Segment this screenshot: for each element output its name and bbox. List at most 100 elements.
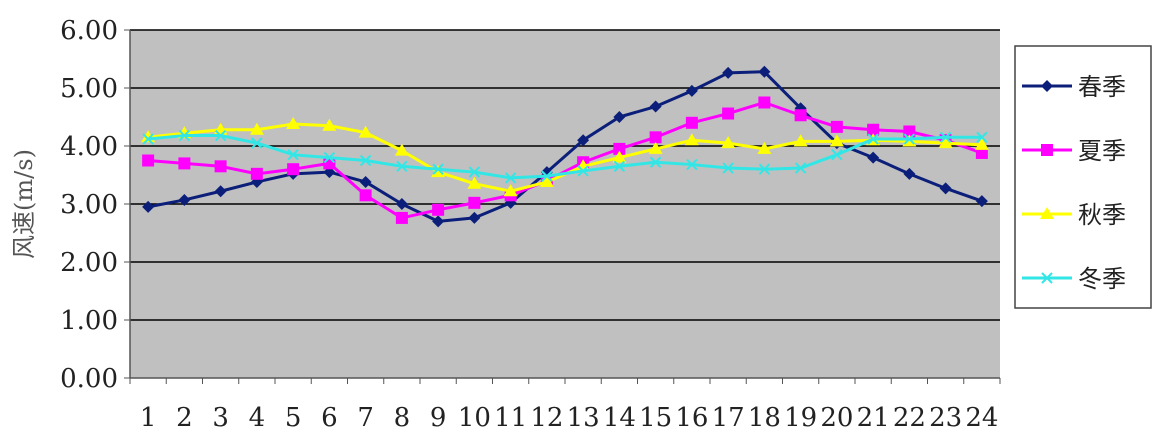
x-tick-label: 23 xyxy=(929,403,962,433)
data-point xyxy=(214,129,227,142)
marker-stroke xyxy=(903,133,916,145)
data-point xyxy=(867,133,879,145)
marker-stroke xyxy=(432,163,444,175)
marker-stroke xyxy=(541,170,553,182)
x-tick-label: 10 xyxy=(458,403,491,433)
data-point xyxy=(178,157,191,170)
legend-entry: 夏季 xyxy=(1022,137,1126,165)
data-point xyxy=(142,200,155,213)
data-point xyxy=(358,125,373,138)
x-tick-label: 18 xyxy=(748,403,781,433)
data-point xyxy=(504,172,517,184)
data-point xyxy=(468,196,481,209)
data-point xyxy=(649,100,662,113)
legend-label: 秋季 xyxy=(1078,201,1126,229)
legend-label: 冬季 xyxy=(1078,265,1126,293)
marker-stroke xyxy=(939,131,952,144)
data-point xyxy=(503,184,518,197)
data-point xyxy=(541,170,553,182)
marker-stroke xyxy=(649,156,662,168)
marker-stroke xyxy=(323,151,336,164)
data-point xyxy=(722,66,735,79)
legend-label: 春季 xyxy=(1078,73,1126,101)
marker-stroke xyxy=(359,154,372,167)
legend-box xyxy=(1014,45,1152,309)
legend-entry: 秋季 xyxy=(1022,201,1126,229)
x-tick-label: 7 xyxy=(357,403,374,433)
data-point xyxy=(829,134,844,147)
y-tick-label: 6.00 xyxy=(60,16,118,46)
data-point xyxy=(649,131,662,144)
data-point xyxy=(577,134,590,147)
x-tick-label: 17 xyxy=(712,403,745,433)
gridlines xyxy=(124,29,1001,384)
marker-stroke xyxy=(794,162,807,174)
series-lines xyxy=(141,65,989,228)
data-point xyxy=(722,107,735,120)
data-point xyxy=(758,96,771,109)
data-point xyxy=(939,182,952,195)
data-point xyxy=(178,129,191,142)
series-line xyxy=(148,101,983,220)
x-tick-label: 6 xyxy=(321,403,338,433)
marker-stroke xyxy=(142,133,154,145)
data-point xyxy=(831,148,843,161)
marker-stroke xyxy=(613,160,626,173)
data-point xyxy=(468,211,481,224)
data-point xyxy=(685,84,698,97)
marker-stroke xyxy=(178,129,191,142)
data-point xyxy=(794,109,807,122)
data-point xyxy=(976,131,988,144)
data-point xyxy=(214,185,227,198)
marker-stroke xyxy=(831,148,843,161)
data-point xyxy=(938,136,953,149)
data-point xyxy=(975,146,988,159)
x-tick-label: 11 xyxy=(494,403,527,433)
data-point xyxy=(903,167,916,180)
data-point xyxy=(178,193,191,206)
data-point xyxy=(359,189,372,202)
data-point xyxy=(359,175,372,188)
data-point xyxy=(867,151,880,164)
marker-stroke xyxy=(722,162,734,174)
data-point xyxy=(432,163,444,175)
y-tick-label: 3.00 xyxy=(60,190,118,220)
data-point xyxy=(432,215,445,228)
x-tick-label: 9 xyxy=(430,403,447,433)
data-point xyxy=(287,148,299,161)
data-point xyxy=(395,198,408,210)
data-point xyxy=(903,125,916,138)
data-point xyxy=(939,131,952,144)
x-tick-label: 24 xyxy=(965,403,998,433)
x-tick-label: 20 xyxy=(820,403,853,433)
data-point xyxy=(613,160,626,173)
marker-stroke xyxy=(758,163,771,175)
y-axis-title: 风速(m/s) xyxy=(10,149,38,259)
data-point xyxy=(395,211,408,224)
data-point xyxy=(613,142,626,155)
data-point xyxy=(722,162,734,174)
marker-stroke xyxy=(468,166,481,178)
data-point xyxy=(867,123,880,136)
series-4 xyxy=(142,129,988,184)
x-tick-label: 5 xyxy=(285,403,302,433)
data-point xyxy=(323,151,336,164)
data-point xyxy=(468,166,481,178)
x-tick-label: 4 xyxy=(249,403,266,433)
x-tick-label: 1 xyxy=(140,403,157,433)
data-point xyxy=(613,111,626,123)
data-point xyxy=(758,163,771,175)
data-point xyxy=(685,116,698,129)
data-point xyxy=(249,122,264,135)
y-tick-labels: 0.00 1.00 2.00 3.00 4.00 5.00 6.00 xyxy=(60,16,118,394)
y-tick-label: 2.00 xyxy=(60,248,118,278)
data-point xyxy=(793,134,808,147)
data-point xyxy=(975,195,988,208)
y-tick-label: 0.00 xyxy=(60,364,118,394)
data-point xyxy=(322,118,337,131)
data-point xyxy=(214,160,227,173)
data-point xyxy=(251,137,263,149)
marker-stroke xyxy=(396,160,408,173)
data-point xyxy=(612,150,627,163)
